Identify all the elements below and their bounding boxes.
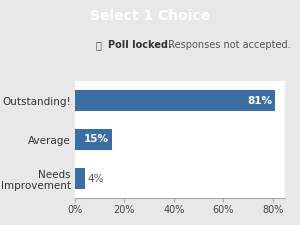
Text: 15%: 15%	[84, 135, 109, 144]
Text: 81%: 81%	[247, 95, 272, 106]
Text: 4%: 4%	[87, 173, 104, 184]
Text: Responses not accepted.: Responses not accepted.	[165, 40, 291, 50]
Bar	[75, 90, 275, 111]
Bar	[75, 168, 85, 189]
Text: Select 1 Choice: Select 1 Choice	[90, 9, 210, 23]
Bar	[75, 129, 112, 150]
Text: Poll locked.: Poll locked.	[108, 40, 172, 50]
Text: 🔒: 🔒	[96, 40, 108, 50]
